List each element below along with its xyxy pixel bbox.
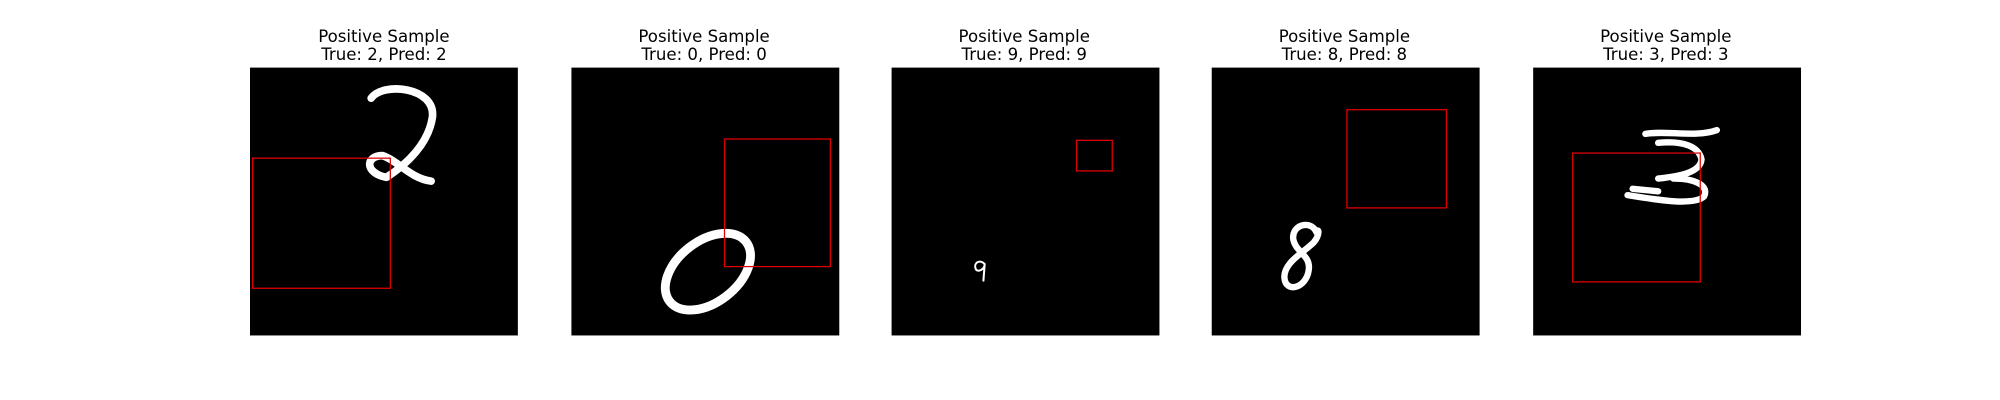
bounding-box: [723, 138, 831, 268]
bounding-box: [1572, 152, 1701, 283]
digit: [974, 260, 986, 282]
digit: [1281, 221, 1322, 291]
panel: Positive Sample True: 3, Pred: 3: [1533, 27, 1802, 336]
bounding-box: [1346, 109, 1448, 209]
panel: Positive Sample True: 2, Pred: 2: [250, 27, 518, 336]
panel: Positive Sample True: 9, Pred: 9: [891, 27, 1160, 336]
panel-label: True: 0, Pred: 0: [640, 45, 766, 64]
bounding-box: [1075, 139, 1113, 172]
digit: [365, 85, 437, 185]
image: [571, 67, 840, 336]
panel-title: Positive Sample: [1279, 27, 1410, 46]
image: [1211, 67, 1480, 336]
bounding-box: [251, 157, 391, 289]
panel: Positive Sample True: 0, Pred: 0: [571, 27, 840, 336]
digit: [660, 228, 755, 315]
panel-title: Positive Sample: [318, 27, 449, 46]
panel-label: True: 9, Pred: 9: [961, 45, 1087, 64]
panel-label: True: 2, Pred: 2: [320, 45, 446, 64]
image: [891, 67, 1160, 336]
panel-label: True: 8, Pred: 8: [1281, 45, 1407, 64]
panel-title: Positive Sample: [1600, 27, 1731, 46]
panel-label: True: 3, Pred: 3: [1602, 45, 1728, 64]
panel-title: Positive Sample: [638, 27, 769, 46]
panel: Positive Sample True: 8, Pred: 8: [1211, 27, 1480, 336]
digit: [1624, 126, 1721, 205]
panel-title: Positive Sample: [959, 27, 1090, 46]
image: [250, 67, 518, 336]
